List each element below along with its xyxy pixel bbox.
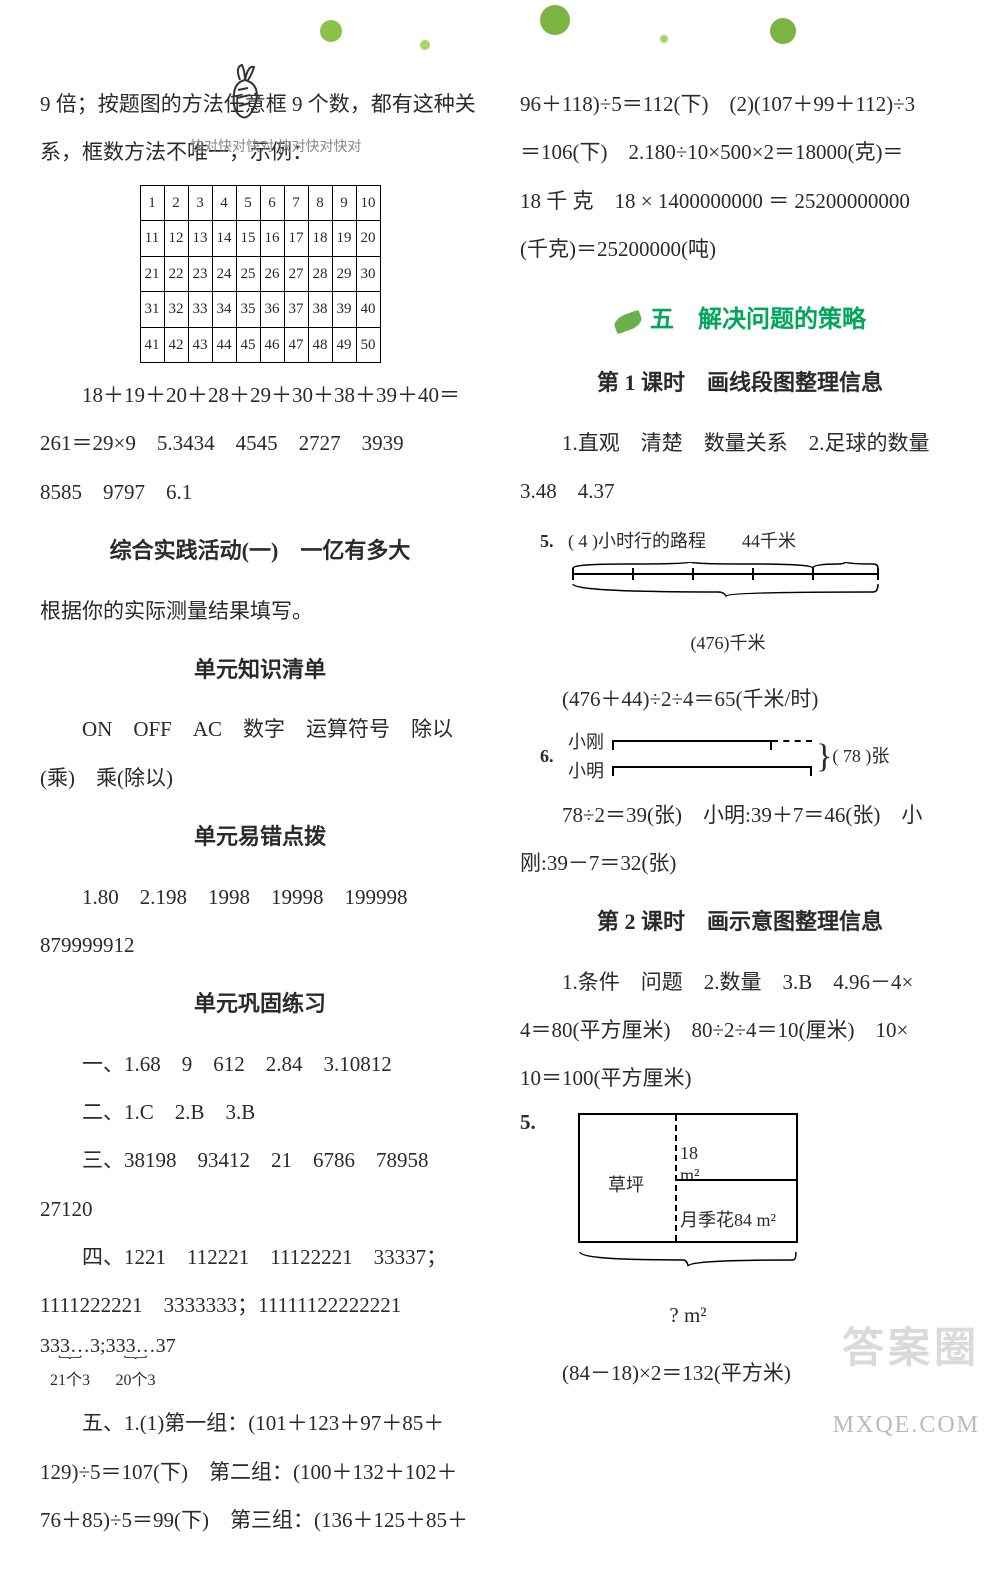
- q6-row1-label: 小刚: [568, 728, 612, 757]
- rect-lawn: 草坪: [608, 1165, 644, 1206]
- paragraph: 129)÷5＝107(下) 第二组：(100＋132＋102＋: [40, 1448, 480, 1496]
- paragraph: 76＋85)÷5＝99(下) 第三组：(136＋125＋85＋: [40, 1496, 480, 1544]
- rect-m2a: m²: [680, 1155, 699, 1196]
- heading-unit-mistakes: 单元易错点拨: [40, 812, 480, 863]
- ub-tail: 7: [166, 1335, 176, 1357]
- left-column: 9 倍；按题图的方法任意框 9 个数，都有这种关 系，框数方法不唯一，示例： 快…: [40, 80, 480, 1544]
- heading-lesson-2: 第 2 课时 画示意图整理信息: [520, 897, 960, 948]
- paragraph: 五、1.(1)第一组：(101＋123＋97＋85＋: [40, 1399, 480, 1447]
- q5-line-diagram: 5. ( 4 )小时行的路程 44千米: [540, 521, 960, 665]
- number-grid: 12345678910 11121314151617181920 2122232…: [140, 185, 381, 364]
- rect-box: 草坪 18 m² 月季花84 m²: [578, 1113, 798, 1243]
- ub-note: 21个3: [50, 1372, 90, 1389]
- paragraph: (476＋44)÷2÷4＝65(千米/时): [520, 675, 960, 723]
- watermark-text-1: 答案圈: [833, 1301, 980, 1398]
- q6-diagram: 6. 小刚 小明 } ( 78 )张: [540, 728, 960, 786]
- paragraph: 3.48 4.37: [520, 467, 960, 515]
- heading-unit-knowledge: 单元知识清单: [40, 645, 480, 696]
- rect-rose: 月季花84 m²: [680, 1200, 776, 1241]
- paragraph: 二、1.C 2.B 3.B: [40, 1088, 480, 1136]
- paragraph: (千克)＝25200000(吨): [520, 225, 960, 273]
- q5-label: 5.: [540, 521, 568, 665]
- rect-label: 5.: [520, 1107, 548, 1350]
- paragraph: 96＋118)÷5＝112(下) (2)(107＋99＋112)÷3: [520, 80, 960, 128]
- watermark-small: 快对快对快对 快对快对快对: [190, 140, 362, 157]
- paragraph: 8585 9797 6.1: [40, 468, 480, 516]
- paragraph: ON OFF AC 数字 运算符号 除以: [40, 705, 480, 753]
- q5-top-text: ( 4 )小时行的路程 44千米: [568, 521, 960, 562]
- paragraph: 18＋19＋20＋28＋29＋30＋38＋39＋40＝: [40, 371, 480, 419]
- q6-right-text: ( 78 )张: [832, 742, 889, 771]
- paragraph: 27120: [40, 1185, 480, 1233]
- paragraph: 四、1221 112221 11122221 33337；: [40, 1233, 480, 1281]
- section-title-text: 五 解决问题的策略: [650, 307, 866, 333]
- paragraph: 一、1.68 9 612 2.84 3.10812: [40, 1040, 480, 1088]
- paragraph: ＝106(下) 2.180÷10×500×2＝18000(克)＝: [520, 128, 960, 176]
- watermark-text-2: MXQE.COM: [833, 1398, 980, 1453]
- q5-svg: [568, 562, 888, 608]
- q5-bottom-text: (476)千米: [568, 623, 888, 664]
- heading-unit-exercise: 单元巩固练习: [40, 979, 480, 1030]
- section-title: 五 解决问题的策略: [520, 293, 960, 348]
- paragraph: 4＝80(平方厘米) 80÷2÷4＝10(厘米) 10×: [520, 1006, 960, 1054]
- carrot-icon: [220, 62, 270, 122]
- paragraph: 1111222221 3333333；11111122222221: [40, 1281, 480, 1329]
- q6-row2-label: 小明: [568, 757, 612, 786]
- paragraph: (乘) 乘(除以): [40, 754, 480, 802]
- paragraph: 261＝29×9 5.3434 4545 2727 3939: [40, 419, 480, 467]
- leaf-icon: [612, 309, 644, 334]
- paragraph: 三、38198 93412 21 6786 78958: [40, 1136, 480, 1184]
- paragraph-underbrace: 333…3 ︸ 21个3 ; 333…3 ︸ 20个3 7: [40, 1334, 480, 1392]
- paragraph: 10＝100(平方厘米): [520, 1054, 960, 1102]
- ub-text: 333…3: [106, 1335, 166, 1357]
- ub-text: 333…3: [40, 1335, 100, 1357]
- heading-lesson-1: 第 1 课时 画线段图整理信息: [520, 358, 960, 409]
- watermark-bottom-right: 答案圈 MXQE.COM: [833, 1301, 980, 1453]
- paragraph: 刚:39－7＝32(张): [520, 839, 960, 887]
- paragraph: 1.80 2.198 1998 19998 199998: [40, 873, 480, 921]
- paragraph: 1.直观 清楚 数量关系 2.足球的数量: [520, 419, 960, 467]
- paragraph: 根据你的实际测量结果填写。: [40, 587, 480, 635]
- heading-practice: 综合实践活动(一) 一亿有多大: [40, 526, 480, 577]
- paragraph: 1.条件 问题 2.数量 3.B 4.96－4×: [520, 958, 960, 1006]
- paragraph: 879999912: [40, 921, 480, 969]
- paragraph: 18 千 克 18 × 1400000000 ＝ 25200000000: [520, 177, 960, 225]
- ub-note: 20个3: [116, 1372, 156, 1389]
- q6-label: 6.: [540, 742, 568, 771]
- rect-brace: [578, 1250, 798, 1274]
- paragraph: 78÷2＝39(张) 小明:39＋7＝46(张) 小: [520, 791, 960, 839]
- rect-bottom: ? m²: [578, 1291, 798, 1339]
